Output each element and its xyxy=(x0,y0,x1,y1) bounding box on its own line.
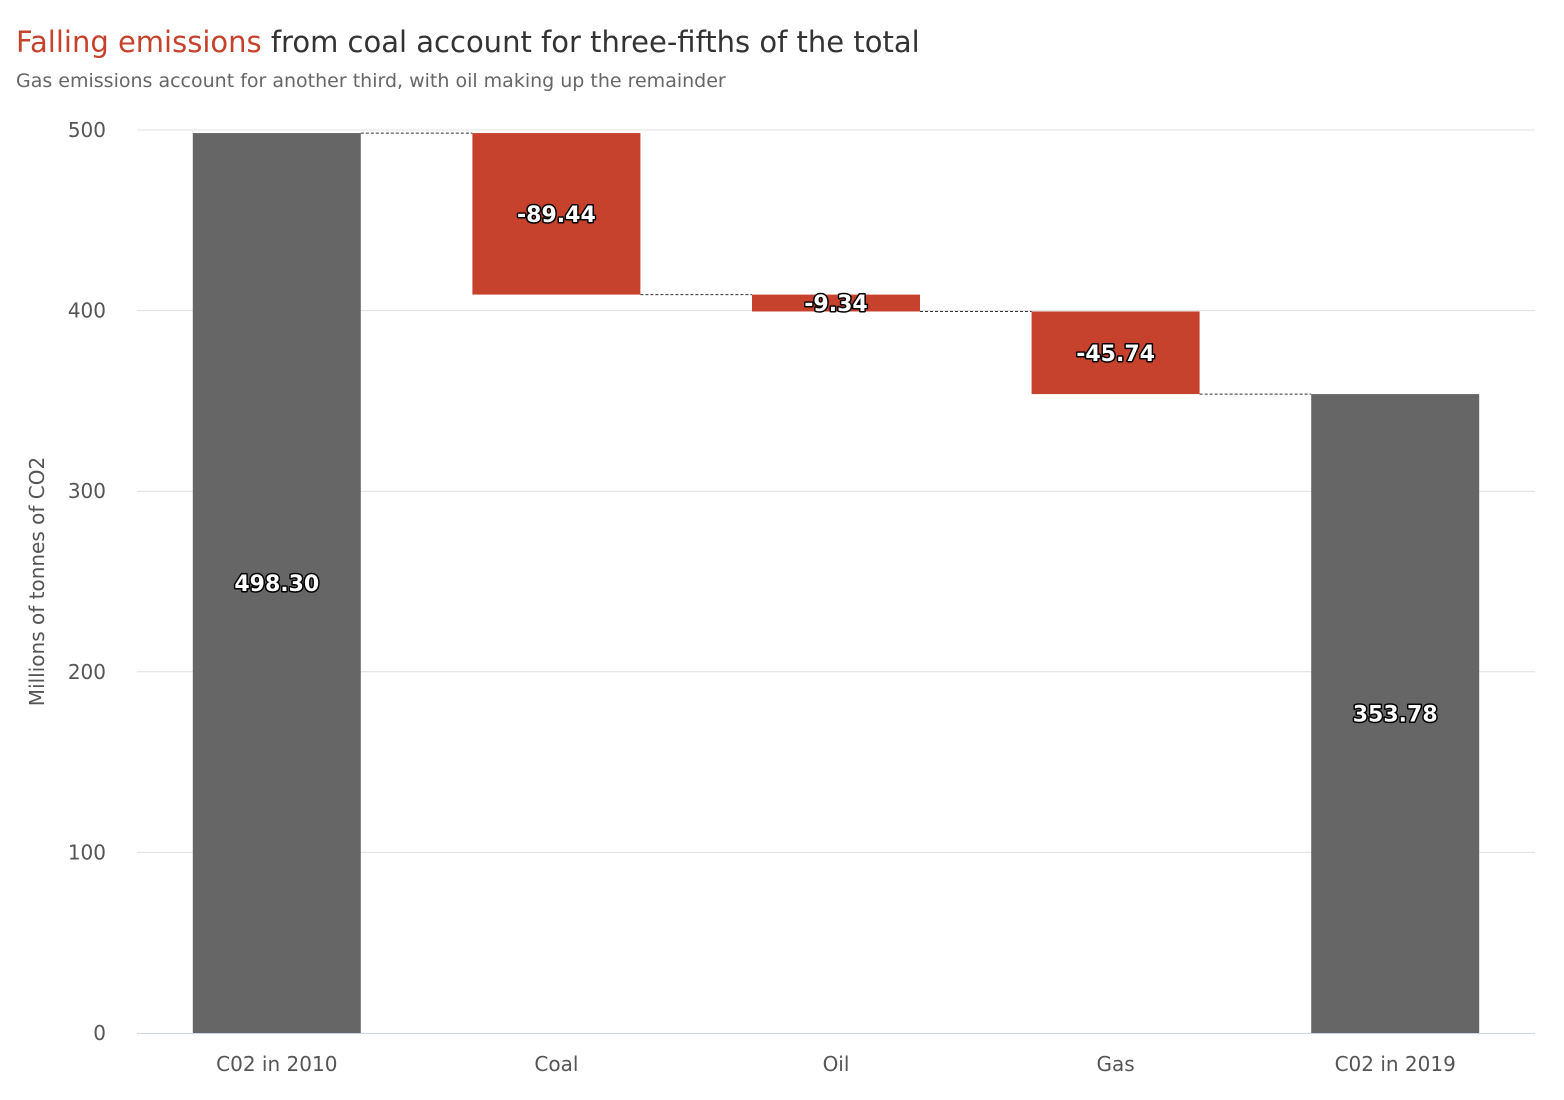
y-tick-label: 0 xyxy=(93,1021,106,1045)
bar-gas xyxy=(1031,311,1200,395)
data-label: 353.78 xyxy=(1353,703,1438,728)
x-tick-label: Coal xyxy=(534,1052,578,1076)
y-axis-ticks: 0 100 200 300 400 500 xyxy=(68,118,106,1045)
data-label: -45.74 xyxy=(1076,342,1155,367)
x-tick-label: C02 in 2019 xyxy=(1335,1052,1456,1076)
data-label: -9.34 xyxy=(804,292,867,317)
data-label: -89.44 xyxy=(517,203,596,228)
chart-title-rest: from coal account for three-fifths of th… xyxy=(261,25,920,59)
bar-c02-in-2010 xyxy=(192,133,361,1034)
y-tick-label: 200 xyxy=(68,660,106,684)
chart-subtitle: Gas emissions account for another third,… xyxy=(16,70,726,92)
y-tick-label: 100 xyxy=(68,840,106,864)
bar-oil xyxy=(752,294,920,312)
chart-title: Falling emissions from coal account for … xyxy=(16,18,1546,66)
connectors xyxy=(360,132,1312,395)
bar-c02-in-2019 xyxy=(1311,394,1480,1033)
bar-coal xyxy=(472,133,641,295)
y-tick-label: 400 xyxy=(68,299,106,323)
chart-header: Falling emissions from coal account for … xyxy=(16,18,1546,95)
data-label: 498.30 xyxy=(234,572,319,597)
bars xyxy=(192,133,1480,1034)
y-tick-label: 500 xyxy=(68,118,106,142)
x-axis-ticks: C02 in 2010 Coal Oil Gas C02 in 2019 xyxy=(216,1052,1456,1076)
x-tick-label: Oil xyxy=(823,1052,850,1076)
y-tick-label: 300 xyxy=(68,479,106,503)
chart-title-highlight: Falling emissions xyxy=(16,25,262,59)
x-tick-label: C02 in 2010 xyxy=(216,1052,337,1076)
data-labels: 498.30 -89.44 -9.34 -45.74 353.78 xyxy=(233,201,1439,729)
y-axis-title: Millions of tonnes of CO2 xyxy=(25,457,49,706)
x-tick-label: Gas xyxy=(1097,1052,1135,1076)
